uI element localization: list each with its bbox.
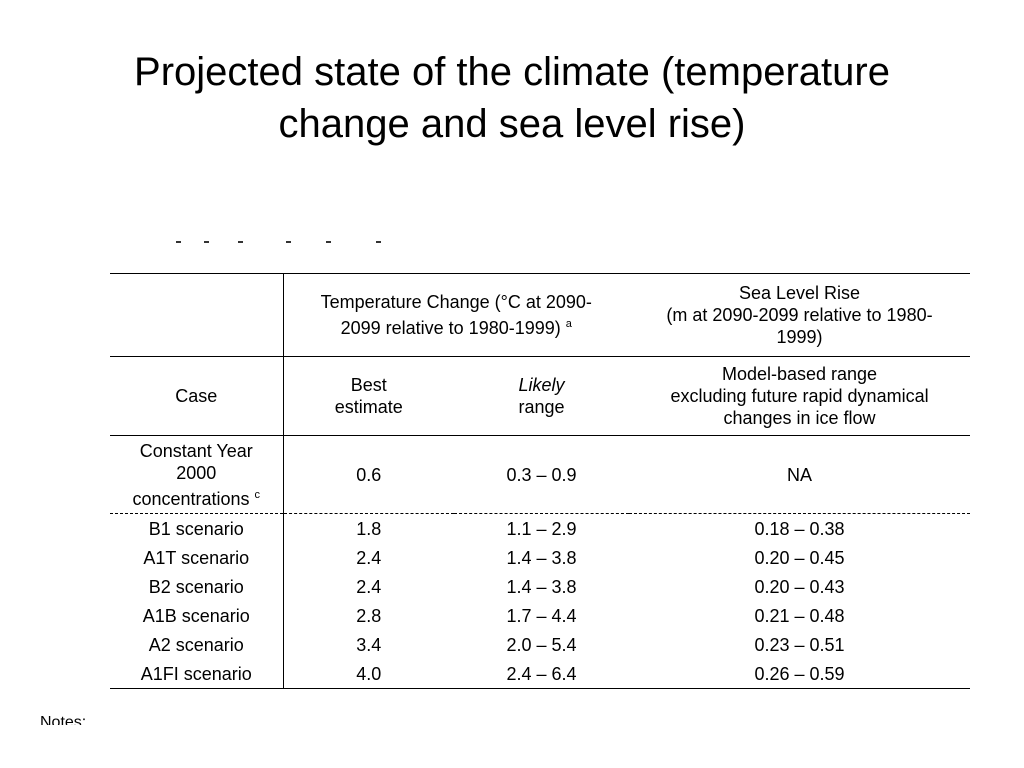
likely-range-cell: 2.4 – 6.4	[454, 659, 630, 689]
likely-range-cell: 2.0 – 5.4	[506, 634, 577, 655]
sea-level-cell: 0.18 – 0.38	[754, 518, 845, 539]
case-cell: B1 scenario	[110, 513, 284, 543]
table-row: A1B scenario 2.8 1.7 – 4.4 0.21 – 0.48	[110, 601, 970, 630]
case-cell: A1B scenario	[110, 601, 284, 630]
model-range-line-3: changes in ice flow	[723, 408, 876, 428]
header-row-sub: Case Best estimate Likely range Model-ba…	[110, 356, 971, 436]
sea-level-header-line-1: Sea Level Rise	[738, 283, 861, 303]
likely-range-header: Likely range	[454, 356, 630, 436]
temperature-change-header-line-2: 2099 relative to 1980-1999) a	[340, 318, 572, 338]
likely-range-cell: 1.4 – 3.8	[506, 576, 577, 597]
case-cell: Constant Year 2000 concentrations c	[110, 435, 284, 514]
model-range-line-1: Model-based range	[721, 364, 878, 384]
case-cell: A2 scenario	[110, 630, 284, 659]
table-row: A1FI scenario 4.0 2.4 – 6.4 0.26 – 0.59	[110, 659, 971, 689]
sea-level-header-line-2: (m at 2090-2099 relative to 1980-	[666, 305, 933, 325]
temperature-change-header-line-1: Temperature Change (°C at 2090-	[320, 292, 592, 312]
climate-projection-table-container: Temperature Change (°C at 2090- 2099 rel…	[110, 273, 971, 689]
best-estimate-line-2: estimate	[334, 397, 403, 417]
model-range-line-2: excluding future rapid dynamical	[670, 386, 929, 406]
constant-case-line-2: 2000	[176, 462, 217, 483]
table-row-constant-concentrations: Constant Year 2000 concentrations c 0.6 …	[110, 435, 971, 514]
likely-range-cell: 0.3 – 0.9	[454, 435, 630, 514]
likely-range-cell: 1.4 – 3.8	[506, 547, 577, 568]
climate-projection-table: Temperature Change (°C at 2090- 2099 rel…	[110, 273, 971, 689]
likely-range-cell: 1.7 – 4.4	[506, 605, 577, 626]
sea-level-cell: NA	[629, 435, 971, 514]
sea-level-cell: 0.26 – 0.59	[629, 659, 971, 689]
likely-range-line-2: range	[518, 397, 565, 417]
best-estimate-cell: 2.4	[356, 576, 382, 597]
slide-title: Projected state of the climate (temperat…	[40, 46, 984, 150]
likely-range-cell: 1.1 – 2.9	[506, 518, 577, 539]
constant-case-line-1: Constant Year	[139, 440, 253, 461]
header-row-top: Temperature Change (°C at 2090- 2099 rel…	[110, 273, 971, 357]
best-estimate-cell: 2.8	[356, 605, 382, 626]
best-estimate-header: Best estimate	[283, 356, 454, 436]
sea-level-cell: 0.20 – 0.43	[754, 576, 845, 597]
best-estimate-cell: 0.6	[283, 435, 454, 514]
title-line-1: Projected state of the climate (temperat…	[134, 50, 890, 94]
footnote-a: a	[565, 318, 572, 330]
best-estimate-cell: 1.8	[356, 518, 382, 539]
title-line-2: change and sea level rise)	[278, 102, 746, 146]
case-header: Case	[110, 356, 284, 436]
best-estimate-cell: 2.4	[356, 547, 382, 568]
header-empty-cell	[110, 273, 284, 357]
best-estimate-cell: 3.4	[356, 634, 382, 655]
table-row: A1T scenario 2.4 1.4 – 3.8 0.20 – 0.45	[110, 543, 970, 572]
sea-level-cell: 0.21 – 0.48	[754, 605, 845, 626]
table-row: A2 scenario 3.4 2.0 – 5.4 0.23 – 0.51	[110, 630, 970, 659]
best-estimate-line-1: Best	[350, 375, 387, 395]
footnote-c: c	[254, 488, 261, 501]
constant-case-line-3: concentrations c	[132, 488, 261, 509]
sea-level-cell: 0.20 – 0.45	[754, 547, 845, 568]
likely-range-line-1: Likely	[518, 375, 565, 395]
case-cell: A1T scenario	[110, 543, 284, 572]
sea-level-header-line-3: 1999)	[776, 327, 823, 347]
temperature-change-header: Temperature Change (°C at 2090- 2099 rel…	[283, 273, 630, 357]
table-row: B2 scenario 2.4 1.4 – 3.8 0.20 – 0.43	[110, 572, 970, 601]
best-estimate-cell: 4.0	[283, 659, 454, 689]
case-cell: A1FI scenario	[110, 659, 284, 689]
cropped-caption-fragment	[176, 227, 386, 243]
sea-level-cell: 0.23 – 0.51	[754, 634, 845, 655]
model-based-range-header: Model-based range excluding future rapid…	[629, 356, 971, 436]
sea-level-rise-header: Sea Level Rise (m at 2090-2099 relative …	[629, 273, 971, 357]
table-row: B1 scenario 1.8 1.1 – 2.9 0.18 – 0.38	[110, 513, 970, 543]
notes-label: Notes:	[40, 714, 87, 725]
case-cell: B2 scenario	[110, 572, 284, 601]
